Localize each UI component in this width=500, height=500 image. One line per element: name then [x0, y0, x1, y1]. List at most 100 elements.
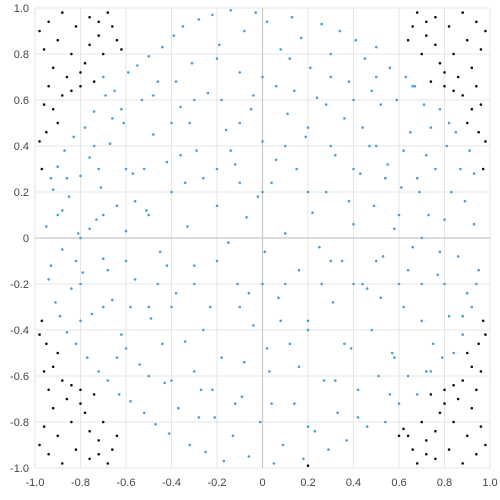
- inner-data-point: [295, 167, 298, 171]
- inner-data-point: [156, 282, 160, 286]
- inner-data-point: [229, 9, 232, 12]
- inner-data-point: [117, 393, 121, 396]
- inner-data-point: [475, 282, 478, 286]
- inner-data-point: [215, 204, 219, 208]
- inner-data-point: [447, 314, 451, 318]
- inner-data-point: [174, 291, 178, 295]
- outer-data-point: [397, 434, 401, 438]
- outer-data-point: [83, 61, 87, 65]
- inner-data-point: [393, 227, 396, 231]
- inner-data-point: [224, 128, 228, 132]
- inner-data-point: [199, 388, 203, 392]
- outer-data-point: [97, 439, 100, 442]
- inner-data-point: [120, 333, 123, 336]
- inner-data-point: [51, 188, 55, 191]
- inner-data-point: [56, 165, 60, 168]
- inner-data-point: [215, 259, 219, 263]
- inner-data-point: [167, 432, 171, 435]
- inner-data-point: [302, 457, 305, 461]
- inner-data-point: [420, 282, 424, 286]
- inner-data-point: [129, 400, 132, 403]
- inner-data-point: [406, 374, 410, 378]
- inner-data-point: [270, 181, 273, 185]
- outer-data-point: [88, 43, 91, 47]
- inner-data-point: [315, 96, 319, 99]
- inner-data-point: [79, 236, 82, 240]
- x-tick-label: -1.0: [26, 477, 45, 489]
- outer-data-point: [452, 52, 455, 56]
- inner-data-point: [76, 232, 80, 235]
- inner-data-point: [352, 222, 355, 226]
- y-tick-label: -0.2: [10, 279, 29, 291]
- inner-data-point: [252, 324, 255, 327]
- inner-data-point: [106, 379, 110, 382]
- outer-data-point: [38, 333, 41, 336]
- inner-data-point: [101, 213, 105, 217]
- inner-data-point: [186, 225, 189, 228]
- inner-data-point: [361, 282, 364, 286]
- outer-data-point: [79, 71, 82, 74]
- inner-data-point: [265, 20, 269, 24]
- inner-data-point: [279, 48, 283, 51]
- inner-data-point: [365, 287, 369, 290]
- inner-data-point: [145, 209, 148, 212]
- outer-data-point: [411, 25, 414, 28]
- inner-data-point: [415, 393, 419, 396]
- inner-data-point: [477, 268, 480, 272]
- outer-data-point: [415, 462, 419, 465]
- inner-data-point: [286, 112, 289, 116]
- inner-data-point: [331, 301, 335, 304]
- outer-data-point: [484, 443, 487, 447]
- inner-data-point: [468, 149, 471, 152]
- inner-data-point: [320, 22, 323, 26]
- inner-data-point: [97, 167, 100, 171]
- inner-data-point: [472, 222, 476, 226]
- outer-data-point: [443, 71, 446, 74]
- outer-data-point: [88, 15, 91, 19]
- inner-data-point: [261, 140, 264, 143]
- inner-data-point: [381, 255, 385, 258]
- outer-data-point: [434, 457, 437, 461]
- outer-data-point: [456, 75, 460, 79]
- outer-data-point: [106, 11, 110, 14]
- inner-data-point: [368, 144, 371, 148]
- outer-data-point: [70, 89, 73, 93]
- inner-data-point: [459, 167, 462, 171]
- outer-data-point: [47, 84, 50, 88]
- inner-data-point: [352, 167, 355, 171]
- inner-data-point: [427, 213, 430, 217]
- outer-data-point: [42, 370, 46, 373]
- y-tick-label: 1.0: [14, 3, 29, 15]
- outer-data-point: [56, 434, 60, 438]
- inner-data-point: [108, 142, 112, 145]
- y-tick-label: -0.6: [10, 371, 29, 383]
- inner-data-point: [74, 342, 78, 346]
- x-tick-label: 0: [259, 477, 265, 489]
- outer-data-point: [443, 402, 446, 405]
- inner-data-point: [356, 388, 360, 392]
- inner-data-point: [88, 156, 91, 159]
- inner-data-point: [345, 439, 348, 442]
- inner-data-point: [142, 411, 146, 415]
- outer-data-point: [425, 439, 428, 442]
- outer-data-point: [452, 89, 455, 93]
- inner-data-point: [140, 98, 144, 102]
- inner-data-point: [393, 356, 396, 359]
- outer-data-point: [447, 448, 451, 451]
- outer-data-point: [56, 121, 60, 125]
- inner-data-point: [152, 133, 155, 136]
- inner-data-point: [413, 84, 417, 88]
- inner-data-point: [293, 402, 296, 405]
- inner-data-point: [388, 66, 392, 70]
- inner-data-point: [126, 71, 130, 74]
- zero-axes: [35, 8, 490, 468]
- inner-data-point: [374, 259, 378, 263]
- inner-data-point: [256, 195, 260, 198]
- x-tick-label: 0.4: [346, 477, 361, 489]
- inner-data-point: [240, 395, 244, 399]
- inner-data-point: [79, 282, 82, 286]
- inner-data-point: [343, 117, 346, 120]
- inner-data-point: [122, 121, 126, 125]
- inner-data-point: [399, 186, 403, 189]
